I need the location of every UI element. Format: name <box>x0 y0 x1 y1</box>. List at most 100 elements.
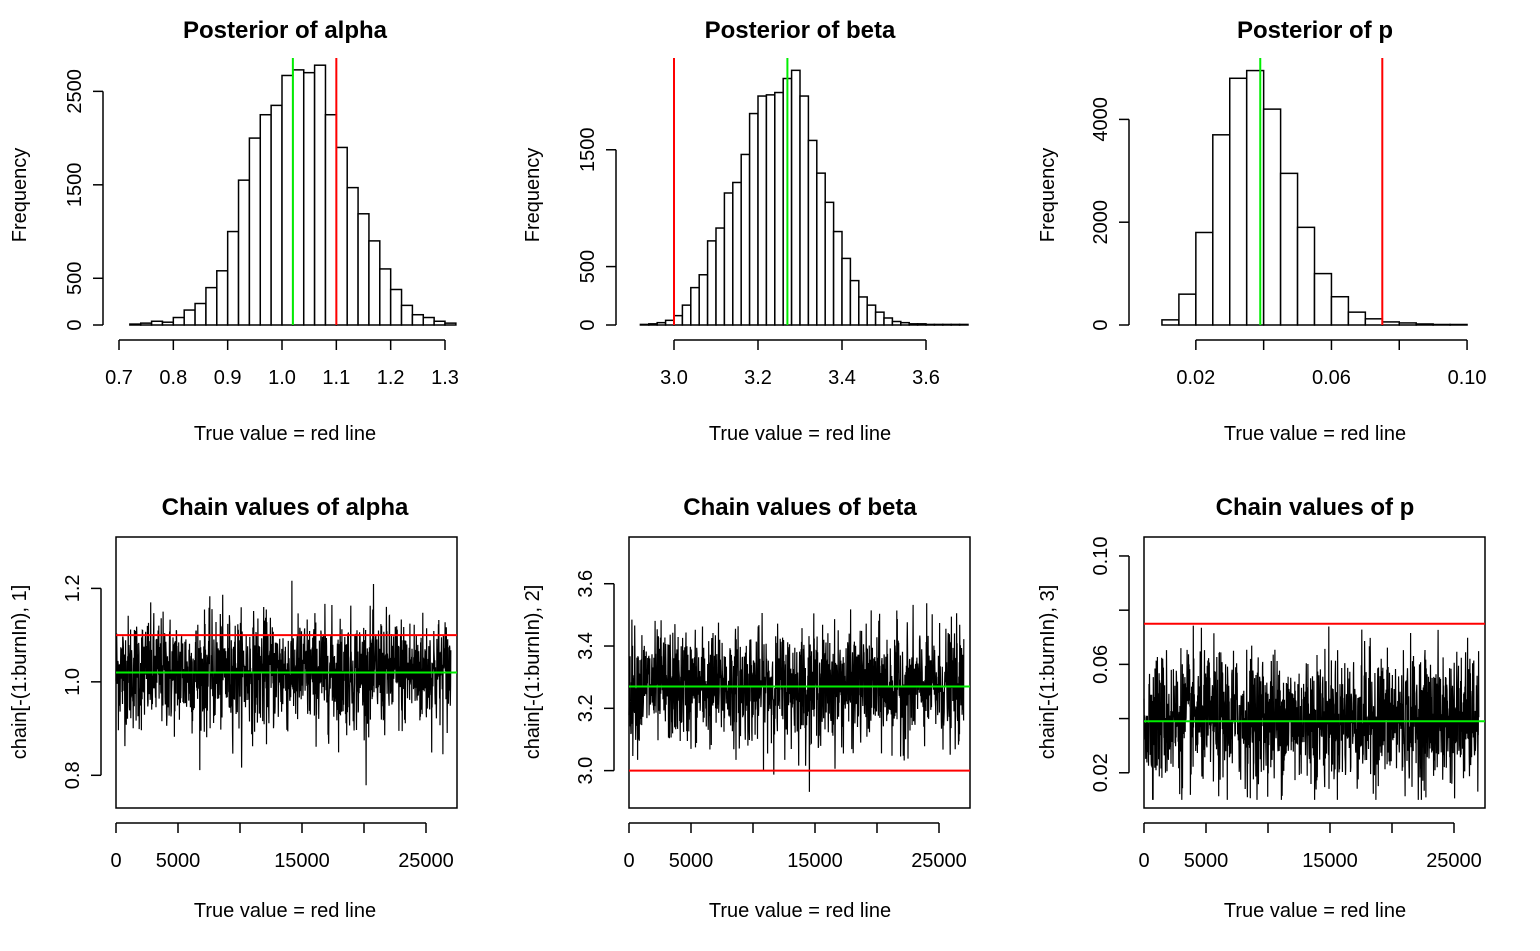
x-tick-label: 0 <box>110 850 121 872</box>
histogram-bar <box>161 321 175 326</box>
x-tick-label: 25000 <box>1426 850 1482 872</box>
histogram-bar <box>1364 318 1384 326</box>
histogram-bar <box>1381 321 1401 326</box>
histogram-bar <box>858 296 868 326</box>
panel-posterior-beta: Posterior of beta True value = red line … <box>522 17 969 445</box>
histogram-bar <box>1296 226 1316 326</box>
histogram-bar <box>216 270 229 326</box>
histogram-bar <box>732 181 742 326</box>
histogram-bar <box>281 74 294 326</box>
histogram-bar <box>639 323 650 326</box>
histogram-bar <box>183 309 196 326</box>
histogram-bar <box>139 322 153 326</box>
x-tick-label: 0.02 <box>1176 367 1215 389</box>
histogram-bar <box>368 240 381 326</box>
histogram-bar <box>129 323 142 326</box>
y-axis-label: chain[-(1:burnIn), 1] <box>9 585 31 760</box>
y-tick-label: 1.2 <box>62 574 84 602</box>
x-tick-label: 3.0 <box>660 367 688 389</box>
histogram-bar <box>259 113 272 326</box>
histogram-bar <box>656 321 667 326</box>
histogram-bar <box>765 94 776 326</box>
x-tick-label: 0.06 <box>1312 367 1351 389</box>
histogram-bar <box>1313 272 1333 326</box>
histogram-bar <box>1178 293 1197 326</box>
x-tick-label: 0.7 <box>105 367 133 389</box>
histogram-bar <box>690 286 700 326</box>
histogram-bar <box>357 213 370 326</box>
x-axis-label: True value = red line <box>709 423 891 445</box>
histogram-bar <box>673 314 684 326</box>
histogram-bar <box>150 320 164 326</box>
y-tick-label: 2500 <box>64 69 86 114</box>
y-tick-label: 3.6 <box>575 570 597 598</box>
histogram-bar <box>774 91 784 326</box>
x-tick-label: 3.6 <box>912 367 940 389</box>
x-tick-label: 15000 <box>787 850 843 872</box>
histogram-bar <box>226 230 240 326</box>
y-tick-label: 0.8 <box>62 761 84 789</box>
histogram-bar <box>664 319 675 326</box>
x-axis-label: True value = red line <box>1224 423 1406 445</box>
histogram-bar <box>205 286 218 326</box>
plot-area: 0 5000 15000 25000 3.0 3.2 3.4 3.6 <box>575 570 970 872</box>
x-axis-label: True value = red line <box>194 900 376 922</box>
histogram-bar <box>933 323 944 326</box>
histogram-bar <box>874 311 885 326</box>
x-tick-label: 0.9 <box>214 367 242 389</box>
histogram-bar <box>648 323 658 326</box>
plot-area: 0 5000 15000 25000 0.02 0.06 0.10 <box>1090 537 1485 872</box>
histogram-bar <box>799 95 810 326</box>
y-tick-label: 3.4 <box>575 632 597 660</box>
histogram-bar <box>411 313 425 326</box>
y-axis-label: Frequency <box>9 148 31 243</box>
y-tick-label: 1.0 <box>62 668 84 696</box>
x-tick-label: 25000 <box>398 850 454 872</box>
x-tick-label: 1.0 <box>268 367 296 389</box>
histogram-bar <box>433 320 446 326</box>
histogram-bar <box>841 257 852 326</box>
chart-title: Posterior of beta <box>705 17 896 44</box>
y-tick-label: 0 <box>577 319 599 330</box>
trace-line <box>115 580 452 786</box>
x-tick-label: 5000 <box>156 850 201 872</box>
chart-title: Posterior of alpha <box>183 17 388 44</box>
y-tick-label: 1500 <box>64 163 86 208</box>
histogram-bar <box>324 113 338 326</box>
histogram-bar <box>1212 134 1231 326</box>
x-tick-label: 0.10 <box>1448 367 1487 389</box>
histogram-bar <box>194 302 207 326</box>
histogram-bar <box>237 179 251 326</box>
histogram-bar <box>313 64 327 326</box>
histogram-bar <box>740 153 751 326</box>
histogram-bar <box>883 317 894 326</box>
y-tick-label: 3.2 <box>575 694 597 722</box>
x-tick-label: 1.2 <box>377 367 405 389</box>
histogram-bar <box>900 321 910 326</box>
trace-line <box>628 603 965 792</box>
histogram-bar <box>1279 172 1299 326</box>
y-tick-label: 4000 <box>1090 97 1112 141</box>
histogram-bar <box>335 146 348 326</box>
x-tick-label: 5000 <box>1184 850 1229 872</box>
histogram-bar <box>942 323 952 326</box>
panel-chain-alpha: Chain values of alpha True value = red l… <box>9 494 458 922</box>
panel-chain-beta: Chain values of beta True value = red li… <box>522 494 971 922</box>
histogram-bar <box>723 192 734 326</box>
histogram-bar <box>1347 311 1367 326</box>
histogram-bar <box>950 323 961 326</box>
histogram-bar <box>1262 108 1282 326</box>
x-tick-label: 0 <box>623 850 634 872</box>
y-tick-label: 2000 <box>1090 200 1112 245</box>
histogram-bar <box>292 69 305 326</box>
y-tick-label: 3.0 <box>575 757 597 785</box>
histogram-bar <box>270 104 283 326</box>
chart-title: Posterior of p <box>1237 17 1393 44</box>
histogram-bar <box>790 69 801 326</box>
histogram-bar <box>389 288 403 326</box>
histogram-bar <box>346 186 359 326</box>
trace-line <box>1143 625 1480 800</box>
y-axis-label: chain[-(1:burnIn), 2] <box>522 585 544 760</box>
x-tick-label: 15000 <box>274 850 330 872</box>
histogram-bar <box>1415 323 1434 326</box>
